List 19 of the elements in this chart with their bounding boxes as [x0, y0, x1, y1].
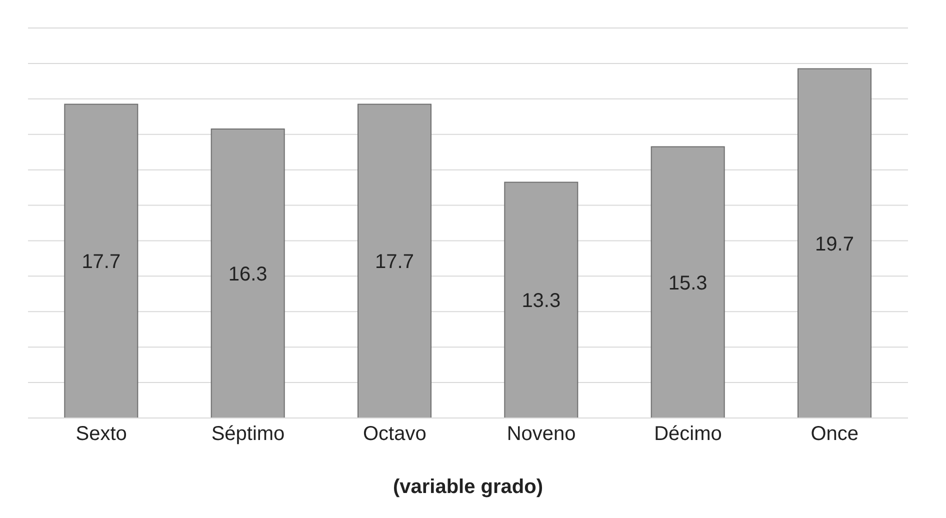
data-label: 17.7	[375, 251, 414, 274]
data-label: 15.3	[668, 272, 708, 294]
bar	[358, 104, 432, 418]
x-axis-title: (variable grado)	[392, 476, 544, 498]
data-label: 17.7	[82, 251, 121, 274]
x-tick-label: Once	[810, 423, 859, 446]
data-label: 13.3	[522, 290, 561, 312]
x-tick-label: Séptimo	[211, 423, 285, 446]
data-label: 19.7	[815, 233, 854, 256]
data-label: 16.3	[228, 264, 268, 286]
bar	[64, 104, 138, 418]
x-tick-label: Octavo	[362, 423, 426, 446]
x-tick-label: Noveno	[506, 423, 576, 446]
bar	[210, 128, 285, 418]
bar	[650, 146, 725, 418]
bar	[504, 182, 578, 418]
bar	[798, 68, 872, 418]
x-tick-label: Décimo	[654, 423, 722, 446]
x-tick-label: Sexto	[76, 423, 127, 446]
